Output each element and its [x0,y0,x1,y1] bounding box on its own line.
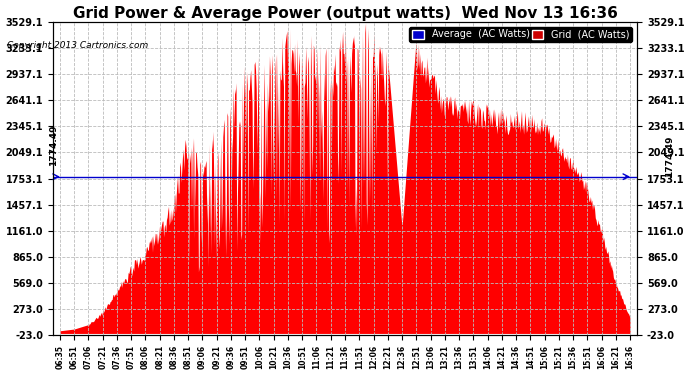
Legend: Average  (AC Watts), Grid  (AC Watts): Average (AC Watts), Grid (AC Watts) [409,27,632,42]
Title: Grid Power & Average Power (output watts)  Wed Nov 13 16:36: Grid Power & Average Power (output watts… [72,6,618,21]
Text: Copyright 2013 Cartronics.com: Copyright 2013 Cartronics.com [7,41,148,50]
Text: 1774.49: 1774.49 [49,124,58,166]
Text: 1774.49: 1774.49 [665,135,674,177]
